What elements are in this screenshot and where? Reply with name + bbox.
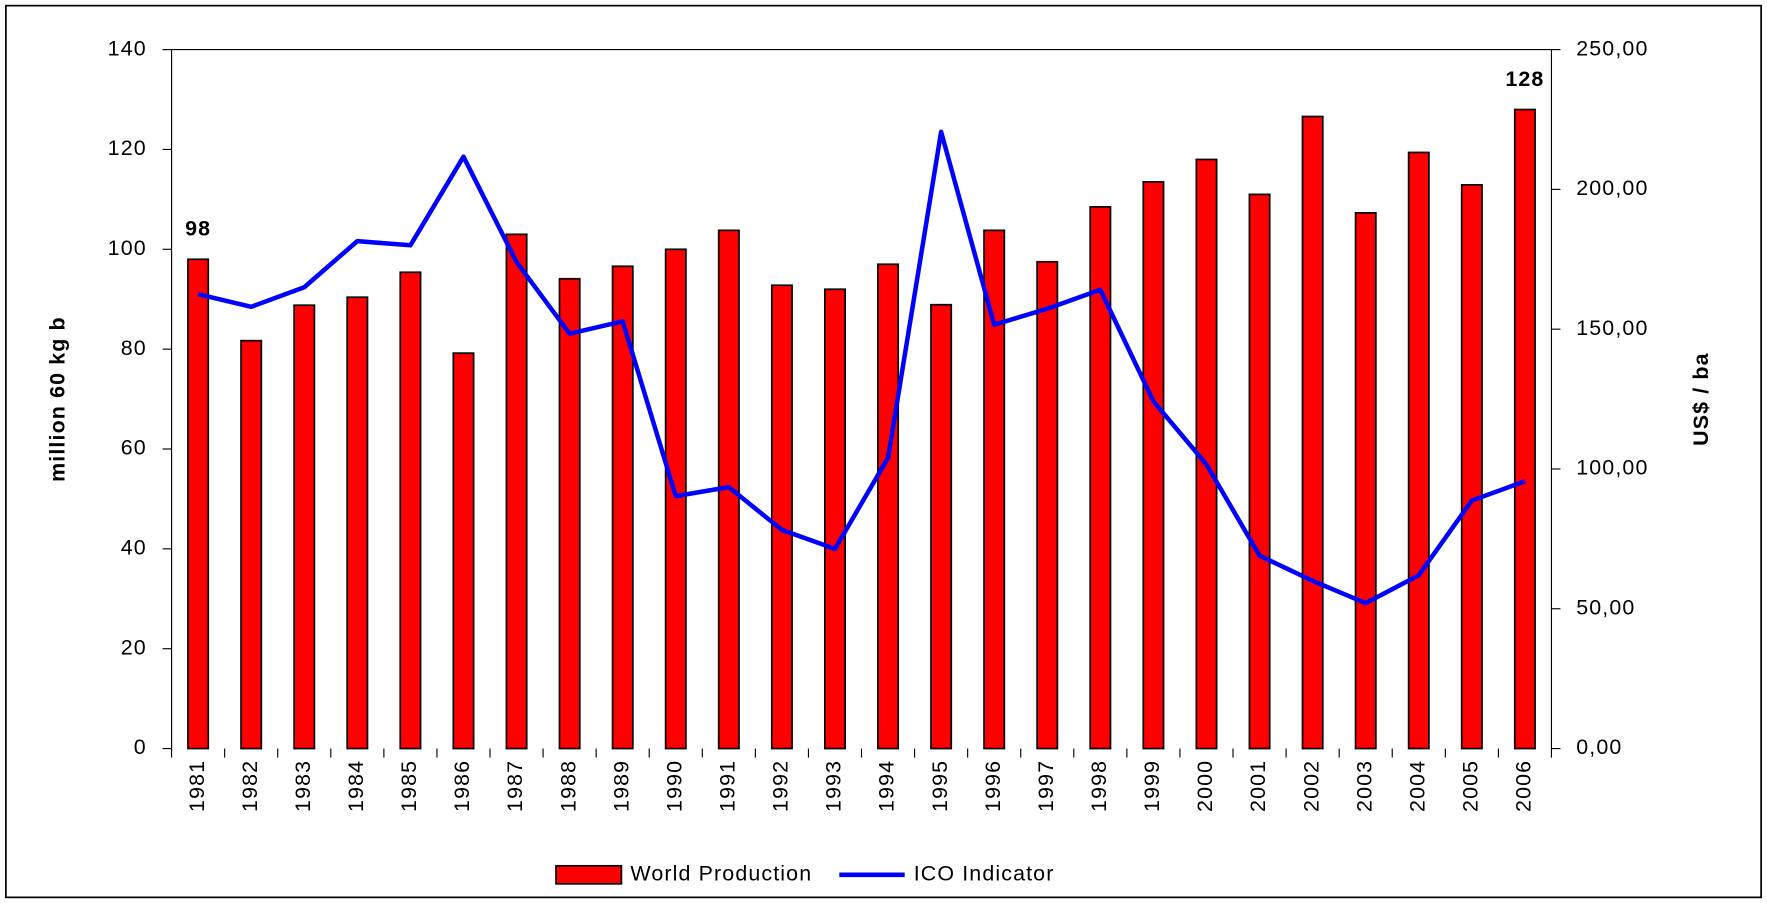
bar	[1301, 115, 1324, 750]
x-tick-label: 1981	[185, 760, 209, 812]
bar	[1460, 184, 1483, 750]
y2-tick-label: 250,00	[1576, 36, 1648, 60]
y2-tick-label: 200,00	[1576, 176, 1648, 200]
y-tick-label: 80	[121, 336, 147, 360]
bar	[1407, 151, 1430, 750]
y-axis-label: million 60 kg b	[46, 316, 70, 482]
y-tick-label: 120	[108, 136, 147, 160]
bar	[346, 296, 369, 750]
bar	[1354, 212, 1377, 750]
x-tick-label: 2003	[1352, 760, 1376, 812]
y2-tick-label: 0,00	[1576, 735, 1622, 759]
legend-swatch	[555, 864, 623, 885]
x-tick-label: 1999	[1140, 760, 1164, 812]
bar	[1036, 260, 1059, 750]
bar	[187, 258, 210, 750]
x-tick-label: 1993	[822, 760, 846, 812]
x-tick-label: 1984	[344, 760, 368, 812]
x-tick-label: 2002	[1299, 760, 1323, 812]
x-tick-label: 2000	[1193, 760, 1217, 812]
x-tick-label: 1995	[928, 760, 952, 812]
x-tick-label: 1989	[609, 760, 633, 812]
x-tick-label: 1991	[715, 760, 739, 812]
y2-axis-label: US$ / ba	[1689, 352, 1713, 445]
x-tick-label: 1994	[875, 760, 899, 812]
bar	[611, 265, 634, 750]
bar	[1513, 108, 1536, 750]
y2-tick-label: 100,00	[1576, 456, 1648, 480]
bar	[1089, 206, 1112, 750]
bar	[770, 284, 793, 750]
bar	[1142, 181, 1165, 750]
legend-label: ICO Indicator	[914, 861, 1055, 885]
y-tick-label: 100	[108, 236, 147, 260]
bar	[240, 339, 263, 750]
y2-tick-label: 150,00	[1576, 316, 1648, 340]
x-tick-label: 1982	[238, 760, 262, 812]
x-tick-label: 1983	[291, 760, 315, 812]
y-tick-label: 20	[121, 635, 147, 659]
bar	[293, 304, 316, 750]
y-tick-label: 60	[121, 436, 147, 460]
bar	[983, 229, 1006, 750]
bar	[1248, 193, 1271, 750]
bar	[399, 271, 422, 750]
bar	[930, 303, 953, 750]
bar	[823, 288, 846, 750]
data-label: 98	[185, 217, 211, 241]
x-tick-label: 1998	[1087, 760, 1111, 812]
y-tick-label: 140	[108, 36, 147, 60]
x-tick-label: 1997	[1034, 760, 1058, 812]
y-tick-label: 0	[134, 735, 147, 759]
data-label: 128	[1505, 67, 1544, 91]
x-tick-label: 1990	[662, 760, 686, 812]
x-tick-label: 2001	[1246, 760, 1270, 812]
bar	[505, 233, 528, 750]
x-tick-label: 1987	[503, 760, 527, 812]
x-tick-label: 1985	[397, 760, 421, 812]
x-tick-label: 1988	[556, 760, 580, 812]
x-tick-label: 2006	[1512, 760, 1536, 812]
bar	[664, 248, 687, 750]
line	[197, 129, 1526, 606]
legend-label: World Production	[630, 861, 812, 885]
x-tick-label: 1996	[981, 760, 1005, 812]
x-tick-label: 2005	[1458, 760, 1482, 812]
x-tick-label: 1992	[769, 760, 793, 812]
bar	[877, 263, 900, 750]
bar	[452, 352, 475, 750]
y-tick-label: 40	[121, 536, 147, 560]
x-tick-label: 1986	[450, 760, 474, 812]
y2-tick-label: 50,00	[1576, 595, 1635, 619]
bar	[558, 277, 581, 750]
x-tick-label: 2004	[1405, 760, 1429, 812]
